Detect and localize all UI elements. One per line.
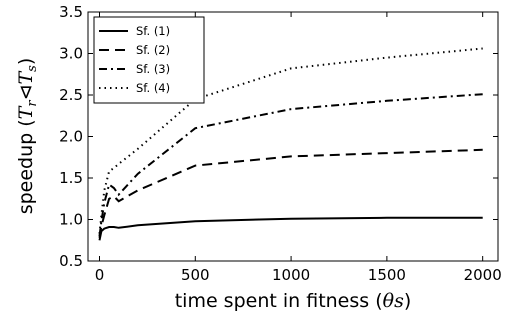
legend-label-1: Sf. (1) bbox=[136, 24, 170, 38]
y-tick-label: 3.5 bbox=[59, 3, 83, 21]
series-line-4 bbox=[98, 47, 483, 234]
y-tick-label: 3.0 bbox=[59, 45, 83, 63]
series-line-3 bbox=[98, 93, 483, 237]
x-tick-label: 1000 bbox=[272, 266, 310, 284]
x-axis-label: time spent in fitness (θs) bbox=[175, 290, 412, 312]
y-axis-label: speedup (Tr⊲Ts) bbox=[15, 58, 40, 215]
legend-label-3: Sf. (3) bbox=[136, 62, 170, 76]
y-tick-label: 1.0 bbox=[59, 211, 83, 229]
x-tick-label: 2000 bbox=[464, 266, 502, 284]
y-tick-label: 0.5 bbox=[59, 252, 83, 270]
plot-lines bbox=[98, 47, 483, 241]
legend-label-4: Sf. (4) bbox=[136, 81, 170, 95]
axis-tick-labels: 0 500 1000 1500 2000 0.5 1.0 1.5 2.0 2.5 3.0 3.5 bbox=[59, 3, 502, 284]
legend: Sf. (1) Sf. (2) Sf. (3) Sf. (4) bbox=[93, 16, 205, 104]
x-tick-label: 500 bbox=[181, 266, 210, 284]
y-tick-label: 1.5 bbox=[59, 169, 83, 187]
series-line-2 bbox=[98, 148, 483, 238]
legend-label-2: Sf. (2) bbox=[136, 43, 170, 57]
x-tick-label: 1500 bbox=[368, 266, 406, 284]
series-line-1 bbox=[98, 216, 483, 241]
y-tick-label: 2.5 bbox=[59, 86, 83, 104]
x-tick-label: 0 bbox=[95, 266, 105, 284]
axis-ticks bbox=[88, 11, 498, 262]
y-tick-label: 2.0 bbox=[59, 128, 83, 146]
